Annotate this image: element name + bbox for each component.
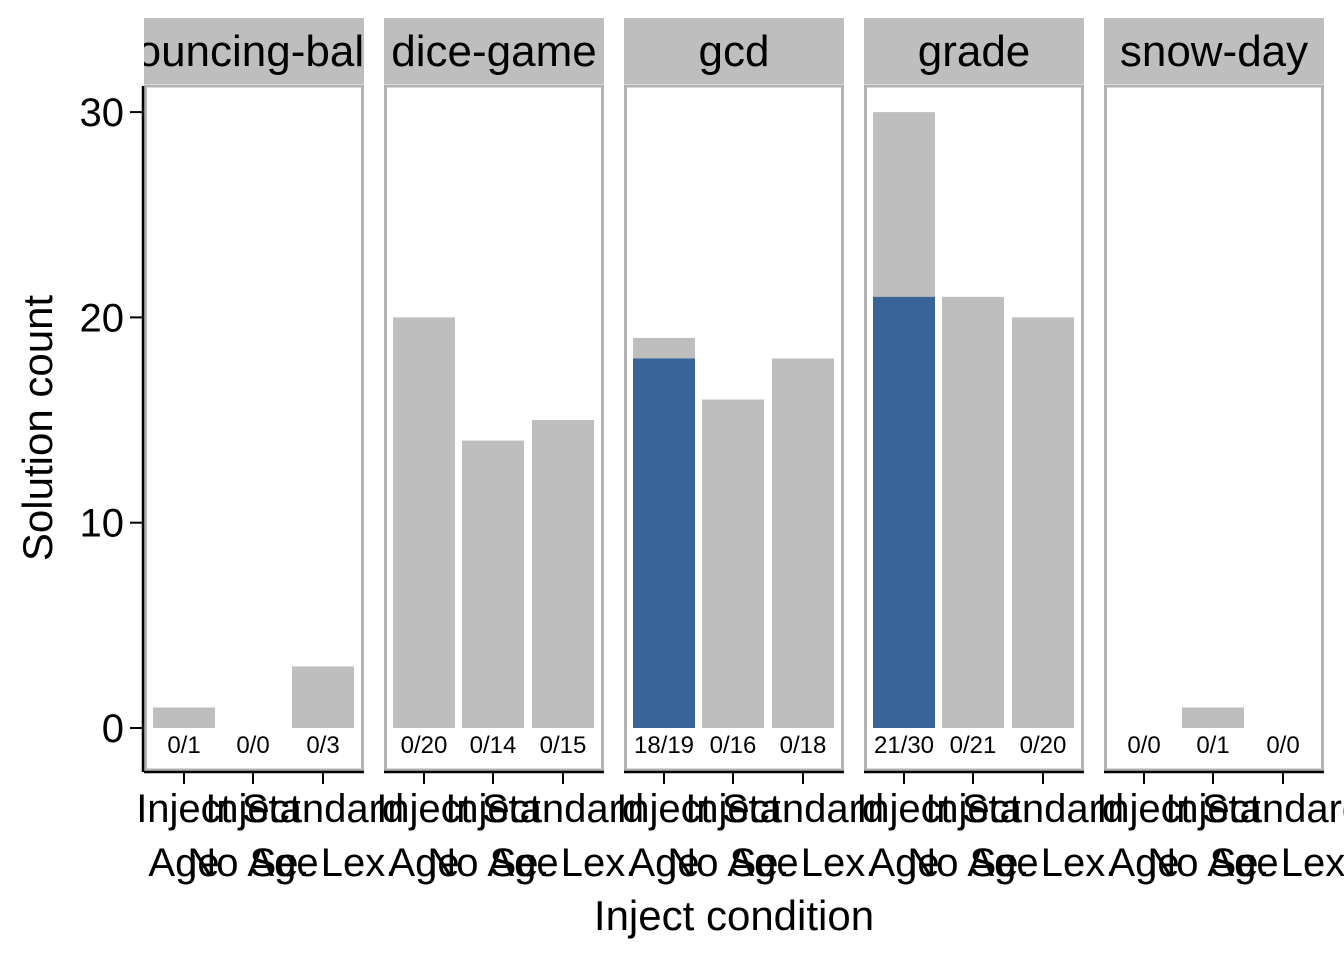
y-tick-label: 20: [80, 296, 125, 340]
x-tick-label: Inject: [685, 787, 781, 831]
y-tick-label: 30: [80, 91, 125, 135]
facet-panel: bouncing-balls 0/1 Inject Age 0/0 Inject No Ag…: [112, 18, 404, 885]
x-tick-label: Standard: [1202, 787, 1344, 831]
facet-strip: [864, 18, 1084, 84]
bar-label: 0/1: [1196, 732, 1229, 759]
facet-title: bouncing-balls: [112, 27, 396, 76]
facet-panels: bouncing-balls 0/1 Inject Age 0/0 Inject No Ag…: [112, 18, 1344, 885]
x-tick-label: No Age: [427, 841, 558, 885]
x-tick-label: Inject: [445, 787, 541, 831]
facet-strip: [624, 18, 844, 84]
bar-label: 0/14: [470, 732, 517, 759]
facet-strip: [1104, 18, 1324, 84]
panel-border: [624, 84, 844, 772]
bar-total: [532, 420, 594, 728]
facet-strip: [144, 18, 364, 84]
x-tick-label: Inject: [1096, 787, 1192, 831]
x-tick-label: Inject: [925, 787, 1021, 831]
x-tick-label: Inject: [1165, 787, 1261, 831]
x-tick-label: Age: [1108, 841, 1179, 885]
panel-border: [384, 84, 604, 772]
facet-title: dice-game: [391, 27, 596, 76]
bar-solved: [873, 296, 935, 728]
facet-title: snow-day: [1120, 27, 1308, 76]
x-tick-label: Standard: [482, 787, 644, 831]
facet-panel: snow-day 0/0 Inject Age 0/1 Inject No Age 0/0 St…: [1096, 18, 1344, 885]
bar-total: [292, 666, 354, 728]
bar-label: 0/21: [950, 732, 997, 759]
x-tick-label: Se. Lex.: [970, 841, 1117, 885]
x-tick-label: No Age: [187, 841, 318, 885]
bar-total: [393, 317, 455, 728]
y-tick-label: 0: [102, 707, 124, 751]
x-tick-label: Inject: [376, 787, 472, 831]
x-tick-label: Inject: [205, 787, 301, 831]
x-tick-label: Se. Lex.: [730, 841, 877, 885]
x-tick-label: No Age: [907, 841, 1038, 885]
x-tick-label: Age: [388, 841, 459, 885]
bar-total: [153, 707, 215, 728]
bar-label: 0/18: [780, 732, 827, 759]
bar-total: [1012, 317, 1074, 728]
x-tick-label: Age: [148, 841, 219, 885]
bar-label: 0/20: [1020, 732, 1067, 759]
bar-label: 18/19: [634, 732, 694, 759]
facet-title: grade: [918, 27, 1031, 76]
bar-label: 0/15: [540, 732, 587, 759]
facet-panel: grade 21/30 Inject Age 0/21 Inject No Age 0/20 S…: [856, 18, 1124, 885]
bar-total: [462, 440, 524, 728]
panel-border: [864, 84, 1084, 772]
y-tick-label: 10: [80, 502, 125, 546]
y-axis-title: Solution count: [14, 295, 61, 562]
bar-label: 21/30: [874, 732, 934, 759]
x-tick-label: Inject: [616, 787, 712, 831]
x-tick-label: Age: [628, 841, 699, 885]
bar-total: [702, 399, 764, 728]
x-tick-label: Age: [868, 841, 939, 885]
facet-strip: [384, 18, 604, 84]
facet-panel: dice-game 0/20 Inject Age 0/14 Inject No Age 0/…: [376, 18, 644, 885]
x-tick-label: Inject: [136, 787, 232, 831]
bar-label: 0/16: [710, 732, 757, 759]
bar-solved: [633, 358, 695, 728]
facet-title: gcd: [699, 27, 770, 76]
facet-panel: gcd 18/19 Inject Age 0/16 Inject No Age 0/18 Sta…: [616, 18, 884, 885]
panel-border: [1104, 84, 1324, 772]
panel-border: [144, 84, 364, 772]
x-tick-label: Standard: [962, 787, 1124, 831]
bar-label: 0/0: [1266, 732, 1299, 759]
y-axis: 0 10 20 30: [80, 86, 145, 772]
x-tick-label: Se. Lex.: [250, 841, 397, 885]
x-tick-label: Standard: [722, 787, 884, 831]
x-axis-title: Inject condition: [594, 892, 874, 939]
bar-label: 0/3: [306, 732, 339, 759]
x-tick-label: Standard: [242, 787, 404, 831]
x-tick-label: No Age: [1147, 841, 1278, 885]
x-tick-label: Se. Lex.: [490, 841, 637, 885]
bar-label: 0/0: [1127, 732, 1160, 759]
bar-total: [772, 358, 834, 728]
bar-label: 0/0: [236, 732, 269, 759]
bar-label: 0/20: [401, 732, 448, 759]
bar-label: 0/1: [167, 732, 200, 759]
bar-total: [1182, 707, 1244, 728]
x-tick-label: Inject: [856, 787, 952, 831]
x-tick-label: Se. Lex.: [1210, 841, 1344, 885]
x-tick-label: No Age: [667, 841, 798, 885]
bar-total: [942, 296, 1004, 728]
